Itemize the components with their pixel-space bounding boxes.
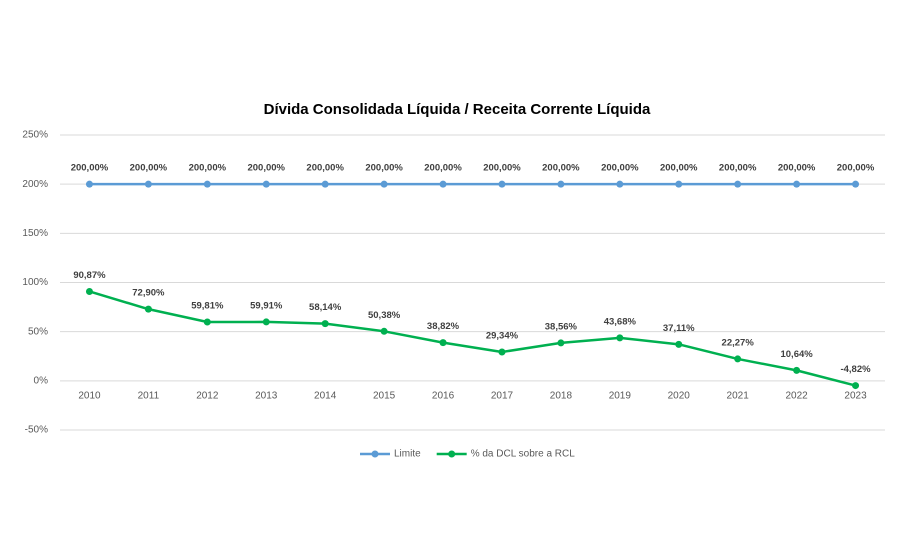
value-label: 200,00% [483,163,521,174]
value-label: 59,91% [250,300,283,311]
value-label: 200,00% [778,163,816,174]
value-label: 59,81% [191,301,224,312]
y-tick-label: 100% [22,277,48,288]
value-label: 200,00% [306,163,344,174]
point [439,180,447,188]
x-tick-label: 2020 [668,390,691,401]
point [498,180,506,188]
x-tick-label: 2013 [255,390,278,401]
value-label: 90,87% [73,270,106,281]
value-label: 72,90% [132,288,165,299]
y-tick-label: 200% [22,179,48,190]
y-tick-label: -50% [25,425,48,436]
value-label: 200,00% [601,163,639,174]
value-label: 38,82% [427,321,460,332]
point [616,334,624,342]
legend-marker [448,450,456,458]
value-label: 38,56% [545,321,578,332]
y-tick-label: 0% [34,375,49,386]
x-tick-label: 2017 [491,390,514,401]
x-tick-label: 2011 [138,390,160,401]
value-label: 200,00% [424,163,462,174]
value-label: -4,82% [840,364,871,375]
x-tick-label: 2012 [196,390,219,401]
value-label: 200,00% [837,163,875,174]
point [852,180,860,188]
point [734,180,742,188]
point [85,287,93,295]
value-label: 200,00% [542,163,580,174]
value-label: 29,34% [486,330,519,341]
point [262,180,270,188]
value-label: 200,00% [189,163,227,174]
point [380,327,388,335]
point [321,180,329,188]
point [852,382,860,390]
value-label: 10,64% [780,349,813,360]
x-tick-label: 2014 [314,390,337,401]
legend-label: Limite [394,449,421,460]
point [85,180,93,188]
point [144,305,152,313]
y-tick-label: 250% [22,130,48,141]
legend-marker [371,450,379,458]
x-tick-label: 2016 [432,390,455,401]
point [262,318,270,326]
value-label: 37,11% [663,323,695,334]
point [439,339,447,347]
x-tick-label: 2010 [78,390,101,401]
point [321,320,329,328]
point [616,180,624,188]
point [498,348,506,356]
value-label: 200,00% [365,163,403,174]
series-line [89,290,856,387]
value-label: 200,00% [71,163,109,174]
point [144,180,152,188]
x-tick-label: 2019 [609,390,632,401]
value-label: 22,27% [722,337,755,348]
x-tick-label: 2015 [373,390,396,401]
y-tick-label: 150% [22,228,48,239]
x-tick-label: 2023 [844,390,867,401]
point [557,339,565,347]
chart-title: Dívida Consolidada Líquida / Receita Cor… [264,101,651,118]
point [557,180,565,188]
point [203,318,211,326]
point [793,366,801,374]
legend-label: % da DCL sobre a RCL [471,449,576,460]
value-label: 200,00% [719,163,757,174]
point [793,180,801,188]
value-label: 200,00% [247,163,285,174]
value-label: 43,68% [604,316,637,327]
y-tick-label: 50% [28,326,48,337]
point [203,180,211,188]
point [675,180,683,188]
value-label: 200,00% [660,163,698,174]
point [675,340,683,348]
value-label: 50,38% [368,310,401,321]
x-tick-label: 2018 [550,390,573,401]
point [734,355,742,363]
value-label: 58,14% [309,302,342,313]
x-tick-label: 2022 [785,390,808,401]
value-label: 200,00% [130,163,168,174]
x-tick-label: 2021 [727,390,750,401]
point [380,180,388,188]
